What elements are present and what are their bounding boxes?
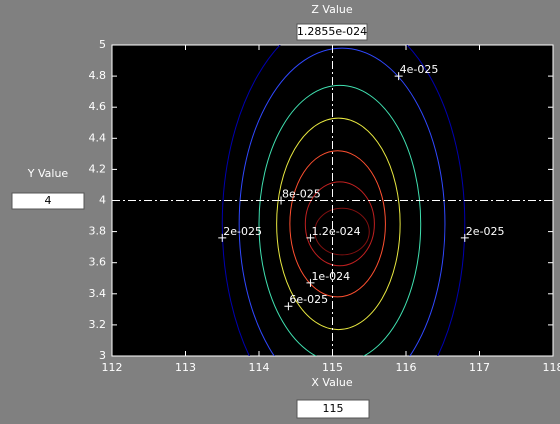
y-tick-label: 3.4 [89, 287, 107, 300]
x-tick-label: 116 [396, 361, 417, 374]
contour-label: 1.2e-024 [311, 225, 360, 238]
x-tick-label: 114 [249, 361, 270, 374]
contour-label: 1e-024 [311, 270, 350, 283]
contour-label: 6e-025 [289, 293, 328, 306]
y-label: Y Value [27, 167, 69, 180]
z-label: Z Value [311, 3, 352, 16]
x-tick-label: 118 [543, 361, 560, 374]
x-tick-label: 115 [322, 361, 343, 374]
x-field-text: 115 [323, 402, 344, 415]
contour-label: 4e-025 [400, 63, 439, 76]
contour-label: 2e-025 [466, 225, 505, 238]
y-tick-label: 4.6 [89, 100, 107, 113]
y-tick-label: 4.2 [89, 162, 107, 175]
y-tick-label: 3.6 [89, 256, 107, 269]
x-label: X Value [311, 376, 352, 389]
x-tick-label: 113 [175, 361, 196, 374]
y-tick-label: 4.4 [89, 131, 107, 144]
y-tick-label: 4.8 [89, 69, 107, 82]
contour-label: 8e-025 [282, 188, 321, 201]
y-tick-label: 3 [99, 349, 106, 362]
x-tick-label: 117 [469, 361, 490, 374]
z-field-text: 1.2855e-024 [297, 25, 367, 38]
y-tick-label: 3.8 [89, 225, 107, 238]
y-tick-label: 5 [99, 38, 106, 51]
y-field-text: 4 [45, 194, 52, 207]
x-tick-label: 112 [102, 361, 123, 374]
y-tick-label: 3.2 [89, 318, 107, 331]
y-tick-label: 4 [99, 194, 106, 207]
contour-label: 2e-025 [223, 225, 262, 238]
